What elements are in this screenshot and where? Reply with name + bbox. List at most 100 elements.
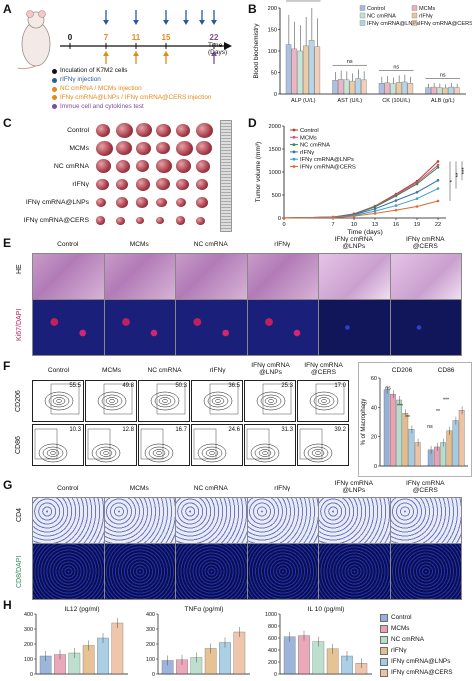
y-tick-label: 1500 [269, 147, 281, 153]
legend-label: rIFNγ [300, 150, 314, 156]
ki67-image [389, 299, 462, 356]
data-point [373, 205, 377, 209]
column-label: MCMs [101, 367, 122, 374]
legend-marker [292, 165, 296, 168]
cd86-plot: 16.7 [138, 424, 190, 466]
cd4-image [389, 497, 462, 544]
cd86-plot: 10.3 [32, 424, 84, 466]
contour-icon [87, 428, 121, 463]
x-tick-label: 19 [414, 222, 420, 228]
up-arrowhead [163, 51, 169, 56]
percent-label: 50.3 [175, 383, 187, 389]
tumor-row: NC cmRNA [14, 158, 219, 176]
x-tick-label: 13 [372, 222, 378, 228]
legend-label: Control [367, 6, 385, 12]
x-tick-label: 16 [393, 222, 399, 228]
legend-swatch [359, 5, 366, 11]
bar [332, 79, 338, 95]
tumor-sample [136, 197, 148, 208]
tumor-sample [116, 159, 131, 173]
legend-text: NC cmRNA [391, 635, 425, 643]
legend-label: IFNγ cmRNA@CERS [300, 165, 356, 171]
ki67-image [246, 299, 319, 356]
cd4-image [32, 497, 105, 544]
legend-item: Immue cell and cytokines test [52, 103, 244, 110]
up-arrowhead [103, 51, 109, 56]
legend-item: IFNγ cmRNA@LNPs / IFNγ cmRNA@CERS inject… [52, 94, 244, 101]
chart-title: TNFα (pg/ml) [185, 606, 224, 613]
panel-g-ihc: Control MCMs NC cmRNA rIFNγ IFNγ cmRNA @LNPs… [14, 480, 472, 600]
legend-marker [292, 135, 296, 139]
bar [427, 449, 434, 467]
cd4-image [175, 497, 248, 544]
series-line [283, 200, 439, 219]
data-point [282, 216, 286, 220]
y-tick-label: 300 [146, 627, 155, 633]
bar [431, 86, 437, 95]
legend-label: MCMs [300, 135, 317, 141]
row-label-he: HE [16, 264, 23, 274]
legend-dot-icon [52, 95, 57, 101]
contour-icon [34, 428, 68, 463]
he-image [318, 253, 391, 300]
contour-icon [150, 383, 186, 415]
y-tick-label: 40 [371, 405, 377, 411]
data-point [436, 199, 440, 203]
y-tick-label: 150 [268, 28, 277, 34]
y-tick-label: 400 [268, 648, 277, 654]
data-point [373, 207, 377, 211]
y-tick-label: 400 [146, 612, 155, 618]
tumor-sample [156, 142, 170, 155]
percent-label: 10.3 [69, 427, 81, 433]
panel-a-legend: Inculation of K7M2 cells rIFNγ injection N… [52, 67, 244, 113]
cd8-image [318, 543, 391, 600]
contour-icon [299, 428, 333, 463]
bar [452, 420, 459, 467]
legend-item: IFNγ cmRNA@CERS [380, 669, 474, 677]
panel-h-cytokines: IL12 (pg/ml) 0 100 200 300 400 TNFα (pg/ml) 0 10… [24, 606, 372, 678]
legend-item: rIFNγ [380, 647, 474, 655]
tumor-sample [196, 179, 208, 190]
panel-c-tumor-photo: Control MCMs NC cmRNA rIFNγ IFNγ cmRNA@LNPs I… [14, 120, 244, 232]
cd206-plot: 49.8 [85, 380, 137, 422]
cd86-plot: 12.8 [85, 424, 137, 466]
legend-item: MCMs [380, 625, 474, 633]
ruler [220, 120, 232, 232]
tumor-sample [156, 158, 173, 174]
cd8-image [246, 543, 319, 600]
contour-icon [44, 383, 80, 415]
bar [291, 48, 298, 95]
sig-label: *** [397, 403, 403, 409]
y-tick-label: 600 [268, 636, 277, 642]
data-point [394, 199, 398, 202]
category-label: ALP (U/L) [291, 98, 316, 104]
data-point [436, 166, 440, 169]
y-tick-label: 100 [268, 49, 277, 55]
bar [458, 410, 465, 467]
tumor-sample [196, 196, 209, 208]
bar [442, 87, 449, 95]
y-axis-label: Blood biochemistry [253, 23, 260, 79]
y-tick-label: 200 [268, 660, 277, 666]
tumor-sample [156, 123, 171, 137]
x-tick-label: 22 [435, 222, 441, 228]
data-point [373, 212, 377, 215]
column-label: IFNγ cmRNA @CERS [304, 362, 343, 377]
tumor-row: rIFNγ [14, 176, 219, 194]
bar [378, 83, 385, 95]
y-tick-label: 500 [272, 193, 281, 199]
he-image [32, 253, 105, 300]
data-point [415, 205, 419, 208]
data-point [394, 204, 398, 207]
column-label: rIFNγ [274, 485, 291, 492]
panel-e-histology: Control MCMs NC cmRNA rIFNγ IFNγ cmRNA @LNPs… [14, 236, 472, 358]
data-point [415, 197, 419, 200]
cd206-plot: 25.3 [244, 380, 296, 422]
column-label: IFNγ cmRNA @CERS [406, 480, 445, 495]
sig-label: *** [443, 397, 449, 403]
tumor-sample [196, 159, 211, 173]
column-label: IFNγ cmRNA @LNPs [251, 362, 290, 377]
column-label: IFNγ cmRNA @CERS [406, 236, 445, 251]
bar [408, 429, 415, 467]
legend-marker [292, 157, 296, 161]
